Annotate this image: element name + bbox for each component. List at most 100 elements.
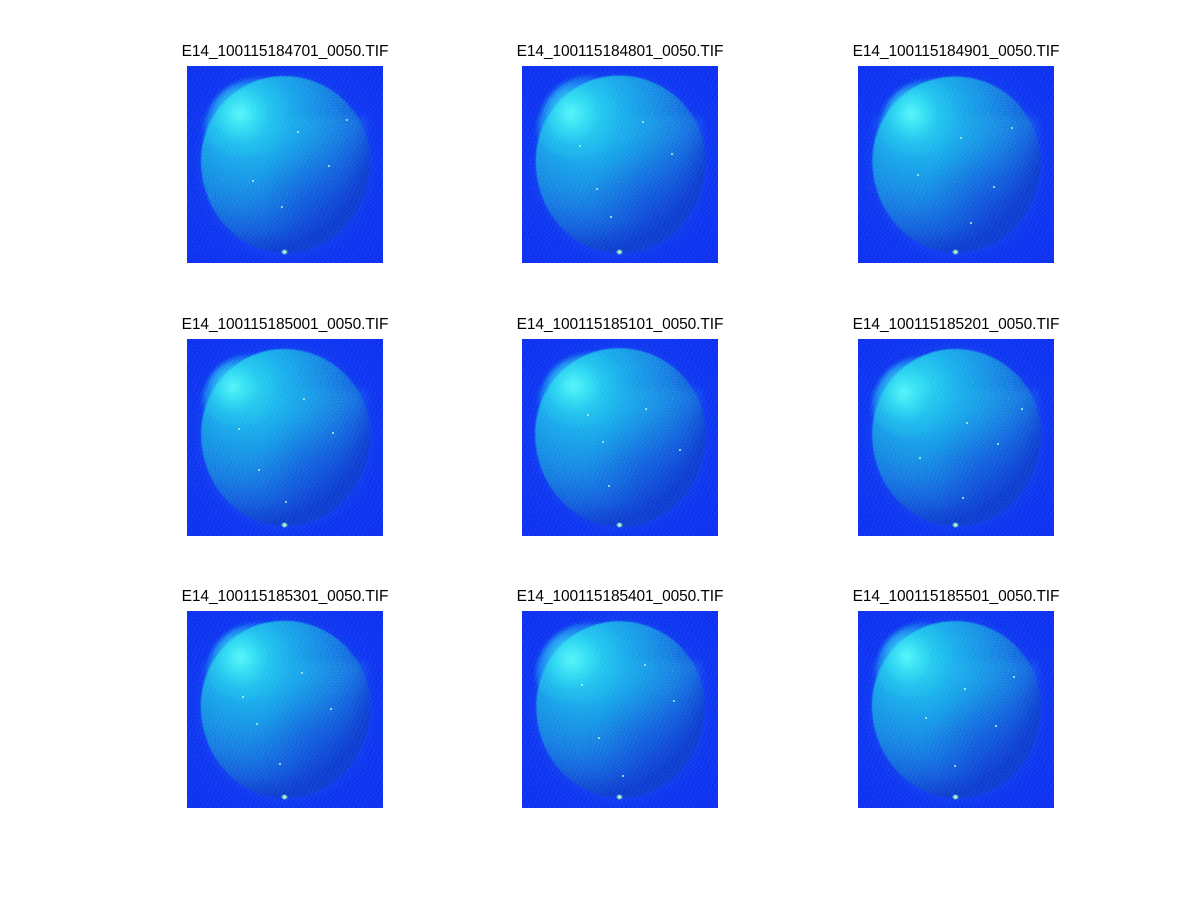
- speck: [954, 764, 957, 767]
- speck: [586, 413, 589, 416]
- droplet-bottom-notch: [952, 794, 960, 801]
- tile-image-E14_100115184701_0050[interactable]: [187, 66, 383, 263]
- montage-cell[interactable]: E14_100115184701_0050.TIF: [181, 43, 389, 263]
- speck: [995, 725, 998, 728]
- droplet-bottom-notch: [281, 249, 289, 256]
- sensor-noise: [187, 611, 383, 808]
- sensor-noise: [522, 66, 718, 263]
- sensor-noise: [858, 339, 1054, 536]
- droplet-bottom-notch: [952, 249, 960, 256]
- speck: [645, 407, 648, 410]
- sensor-noise-fine: [187, 66, 383, 263]
- speck: [1010, 127, 1013, 130]
- sensor-noise-fine: [858, 339, 1054, 536]
- tile-title: E14_100115185001_0050.TIF: [181, 316, 389, 333]
- droplet-bottom-notch: [952, 522, 960, 529]
- sensor-noise-fine: [858, 611, 1054, 808]
- speck: [641, 121, 644, 124]
- speck: [255, 723, 258, 726]
- sensor-noise: [522, 339, 718, 536]
- speck: [670, 152, 673, 155]
- speck: [602, 441, 605, 444]
- sensor-noise-fine: [187, 339, 383, 536]
- speck: [993, 186, 996, 189]
- sensor-noise: [187, 66, 383, 263]
- tile-image-E14_100115184901_0050[interactable]: [858, 66, 1054, 263]
- speck: [281, 205, 284, 208]
- montage-cell[interactable]: E14_100115185101_0050.TIF: [516, 316, 724, 536]
- tile-title: E14_100115185501_0050.TIF: [852, 588, 1060, 605]
- speck: [596, 188, 599, 191]
- droplet-shading: [588, 419, 711, 531]
- tile-image-E14_100115185501_0050[interactable]: [858, 611, 1054, 808]
- speck: [328, 164, 331, 167]
- tile-image-E14_100115185101_0050[interactable]: [522, 339, 718, 536]
- tile-title: E14_100115184901_0050.TIF: [852, 43, 1060, 60]
- sensor-noise: [187, 339, 383, 536]
- droplet-shading: [588, 146, 711, 258]
- tile-title: E14_100115184701_0050.TIF: [181, 43, 389, 60]
- tile-image-E14_100115185001_0050[interactable]: [187, 339, 383, 536]
- droplet-shading: [253, 146, 376, 258]
- speck: [257, 469, 260, 472]
- speck: [296, 131, 299, 133]
- speck: [610, 215, 613, 218]
- droplet-bottom-notch: [616, 794, 624, 801]
- speck: [924, 717, 927, 720]
- tile-title: E14_100115185401_0050.TIF: [516, 588, 724, 605]
- droplet-bottom-notch: [616, 522, 624, 529]
- tile-image-E14_100115184801_0050[interactable]: [522, 66, 718, 263]
- sensor-noise: [858, 66, 1054, 263]
- speck: [621, 774, 624, 777]
- speck: [345, 119, 348, 122]
- sensor-noise: [858, 611, 1054, 808]
- tile-image-E14_100115185401_0050[interactable]: [522, 611, 718, 808]
- speck: [1012, 676, 1015, 678]
- sensor-noise-fine: [187, 611, 383, 808]
- montage-cell[interactable]: E14_100115184901_0050.TIF: [852, 43, 1060, 263]
- droplet-bottom-notch: [616, 249, 624, 256]
- montage-cell[interactable]: E14_100115184801_0050.TIF: [517, 43, 723, 263]
- speck: [643, 664, 646, 667]
- speck: [1020, 407, 1023, 410]
- tile-title: E14_100115185301_0050.TIF: [181, 588, 389, 605]
- speck: [300, 672, 303, 675]
- speck: [918, 457, 921, 460]
- speck: [578, 144, 581, 147]
- speck: [237, 427, 240, 430]
- droplet-shading: [588, 691, 711, 803]
- speck: [251, 180, 254, 183]
- droplet-shading: [924, 691, 1047, 803]
- tile-image-E14_100115185201_0050[interactable]: [858, 339, 1054, 536]
- speck: [330, 707, 333, 710]
- speck: [279, 762, 282, 765]
- droplet-shading: [253, 691, 376, 803]
- tile-title: E14_100115185201_0050.TIF: [852, 316, 1060, 333]
- sensor-noise: [522, 611, 718, 808]
- montage-cell[interactable]: E14_100115185501_0050.TIF: [852, 588, 1060, 808]
- speck: [959, 136, 962, 139]
- montage-cell[interactable]: E14_100115185001_0050.TIF: [181, 316, 389, 536]
- speck: [672, 699, 675, 702]
- droplet-shading: [253, 419, 376, 531]
- tile-title: E14_100115185101_0050.TIF: [516, 316, 724, 333]
- speck: [598, 737, 601, 740]
- sensor-noise-fine: [522, 611, 718, 808]
- droplet-shading: [924, 419, 1047, 531]
- speck: [963, 687, 966, 690]
- speck: [969, 221, 972, 224]
- montage-cell[interactable]: E14_100115185301_0050.TIF: [181, 588, 389, 808]
- speck: [678, 449, 681, 452]
- montage-cell[interactable]: E14_100115185201_0050.TIF: [852, 316, 1060, 536]
- speck: [285, 500, 287, 503]
- speck: [241, 695, 244, 698]
- montage-cell[interactable]: E14_100115185401_0050.TIF: [516, 588, 724, 808]
- droplet-bottom-notch: [281, 794, 289, 801]
- droplet-shading: [924, 146, 1047, 258]
- speck: [997, 443, 1000, 446]
- tile-image-E14_100115185301_0050[interactable]: [187, 611, 383, 808]
- speck: [916, 174, 919, 177]
- speck: [608, 484, 611, 487]
- sensor-noise-fine: [522, 66, 718, 263]
